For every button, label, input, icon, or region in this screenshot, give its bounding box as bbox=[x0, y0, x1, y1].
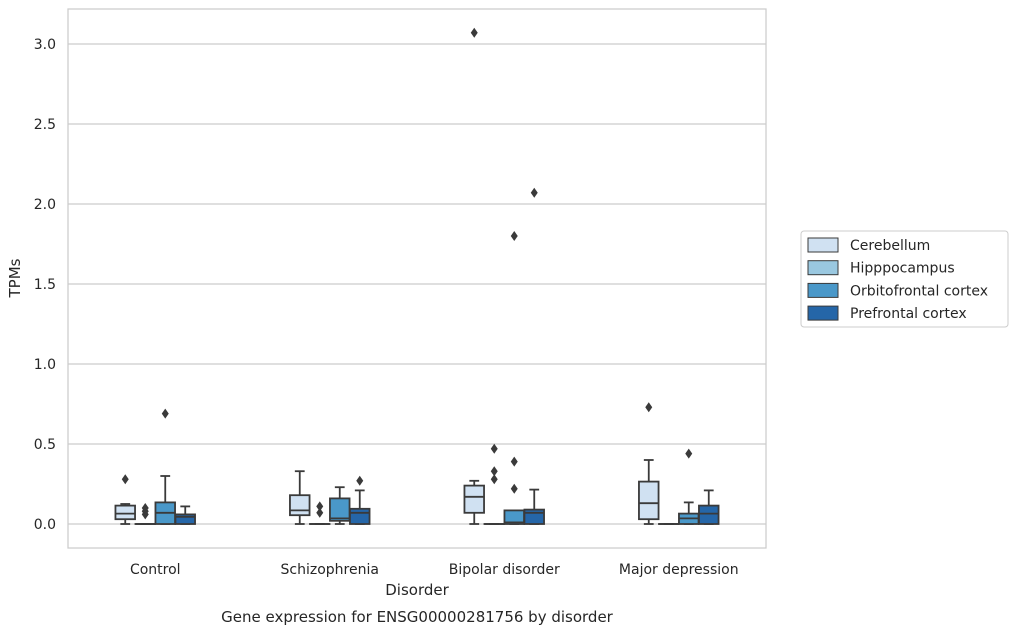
outlier-point bbox=[356, 475, 364, 486]
iqr-box bbox=[114, 504, 136, 521]
box-orbitofrontal-cortex bbox=[678, 448, 700, 525]
y-tick-label: 3.0 bbox=[34, 37, 56, 53]
x-tick-label: Major depression bbox=[619, 562, 739, 578]
outlier-point bbox=[490, 474, 498, 485]
box-orbitofrontal-cortex bbox=[329, 486, 351, 525]
box-cerebellum bbox=[638, 402, 660, 525]
legend-swatch bbox=[807, 260, 839, 276]
y-tick-label: 1.0 bbox=[34, 357, 56, 373]
legend-entry: Prefrontal cortex bbox=[807, 305, 967, 322]
chart-title: Gene expression for ENSG00000281756 by d… bbox=[221, 608, 614, 626]
outlier-point bbox=[316, 507, 324, 518]
iqr-box bbox=[329, 497, 351, 522]
y-axis-title: TPMs bbox=[6, 258, 24, 298]
box-prefrontal-cortex bbox=[523, 187, 545, 525]
box-prefrontal-cortex bbox=[174, 505, 196, 525]
outlier-point bbox=[316, 501, 324, 512]
box-series bbox=[114, 27, 720, 525]
x-tick-label: Schizophrenia bbox=[281, 562, 379, 578]
y-tick-label: 1.5 bbox=[34, 277, 56, 293]
outlier-point bbox=[490, 466, 498, 477]
box-cerebellum bbox=[114, 474, 136, 525]
legend: Cerebellum Hipppocampus Orbitofrontal cort… bbox=[800, 230, 1009, 328]
outlier-point bbox=[141, 503, 149, 513]
iqr-box bbox=[349, 507, 371, 525]
legend-swatch bbox=[807, 237, 839, 253]
plot-frame bbox=[67, 8, 767, 549]
outlier-point bbox=[161, 408, 169, 419]
legend-entry: Orbitofrontal cortex bbox=[807, 282, 988, 299]
legend-entry: Cerebellum bbox=[807, 237, 930, 254]
y-tick-label: 2.0 bbox=[34, 197, 56, 213]
legend-label: Orbitofrontal cortex bbox=[850, 283, 988, 299]
x-tick-label: Bipolar disorder bbox=[449, 562, 560, 578]
outlier-point bbox=[645, 402, 653, 413]
outlier-point bbox=[490, 443, 498, 454]
legend-label: Hipppocampus bbox=[850, 261, 955, 277]
iqr-box bbox=[523, 508, 545, 525]
outlier-point bbox=[470, 27, 478, 38]
iqr-box bbox=[698, 504, 720, 525]
legend-label: Prefrontal cortex bbox=[850, 306, 967, 322]
box-cerebellum bbox=[463, 27, 485, 525]
iqr-box bbox=[289, 494, 311, 517]
outlier-point bbox=[510, 456, 518, 467]
iqr-box bbox=[638, 480, 660, 521]
legend-swatch bbox=[807, 305, 839, 321]
box-hipppocampus bbox=[309, 501, 331, 525]
outlier-point bbox=[510, 483, 518, 494]
box-prefrontal-cortex bbox=[349, 475, 371, 525]
gridlines bbox=[68, 43, 766, 525]
y-tick-label: 0.0 bbox=[34, 517, 56, 533]
legend-frame bbox=[800, 230, 1009, 328]
box-orbitofrontal-cortex bbox=[503, 231, 525, 525]
box-orbitofrontal-cortex bbox=[154, 408, 176, 525]
outlier-point bbox=[121, 474, 129, 485]
iqr-box bbox=[174, 513, 196, 525]
iqr-box bbox=[463, 484, 485, 514]
legend-swatch bbox=[807, 282, 839, 298]
y-tick-label: 2.5 bbox=[34, 117, 56, 133]
y-tick-label: 0.5 bbox=[34, 437, 56, 453]
x-axis-title: Disorder bbox=[385, 581, 449, 599]
legend-entry: Hipppocampus bbox=[807, 260, 955, 277]
box-hipppocampus bbox=[483, 443, 505, 525]
box-prefrontal-cortex bbox=[698, 489, 720, 525]
outlier-point bbox=[685, 448, 693, 459]
x-tick-label: Control bbox=[130, 562, 181, 578]
outlier-point bbox=[510, 231, 518, 241]
y-axis-ticks: 0.0 0.5 1.0 1.5 2.0 2.5 3.0 bbox=[34, 37, 56, 533]
outlier-point bbox=[530, 187, 538, 198]
box-cerebellum bbox=[289, 470, 311, 525]
x-axis-ticks: Control Schizophrenia Bipolar disorder Majo… bbox=[130, 562, 739, 578]
box-hipppocampus bbox=[134, 503, 156, 525]
legend-label: Cerebellum bbox=[850, 238, 930, 254]
